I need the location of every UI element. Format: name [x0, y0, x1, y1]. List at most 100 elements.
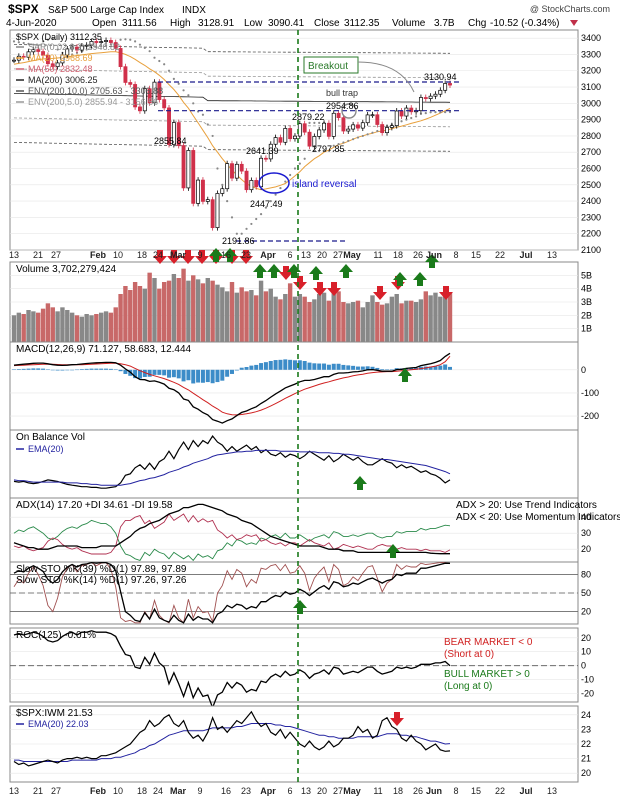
adx-title: ADX(14) 17.20 +DI 34.61 -DI 19.58 — [16, 500, 173, 511]
x-axis-tick-label: Mar — [170, 250, 187, 260]
ratio-y-tick-label: 20 — [581, 768, 591, 778]
price-candle — [409, 107, 414, 113]
obv-panel — [9, 429, 579, 499]
macd-signal-line — [13, 355, 451, 416]
volume-buy-arrow — [339, 264, 353, 278]
volume-bar — [166, 280, 172, 342]
x-axis-tick-label: Feb — [90, 786, 107, 796]
price-sar-dot — [216, 167, 219, 170]
volume-bar — [312, 299, 317, 342]
price-candle — [191, 150, 196, 204]
adx-line — [13, 503, 450, 555]
volume-bar — [307, 302, 312, 342]
x-axis-middle: 13 21 27 Feb 10 18 24 Mar 9 16 23 Apr 6 13 20 27 May 11 18… — [9, 250, 557, 260]
volume-bar — [210, 280, 215, 342]
volume-bar — [336, 291, 341, 342]
volume-y-tick-label: 4B — [581, 284, 592, 294]
macd-histogram-bar — [263, 362, 268, 370]
price-candle — [404, 107, 409, 117]
credit: @ StockCharts.com — [530, 4, 610, 14]
price-candle — [45, 54, 50, 65]
ratio-ema-line — [14, 723, 451, 762]
adx-y-tick-label: 20 — [581, 544, 591, 554]
x-axis-tick-label: 15 — [471, 786, 481, 796]
adx-panel — [9, 497, 579, 563]
price-level-label: 2447.49 — [250, 199, 283, 209]
volume-bar — [55, 311, 60, 342]
volume-bar — [370, 295, 375, 342]
quote-date: 4-Jun-2020 — [6, 18, 57, 29]
price-candle — [225, 163, 230, 190]
price-sar-dot — [448, 110, 452, 114]
price-sar-dot — [259, 213, 263, 216]
price-y-tick-label: 3100 — [581, 82, 601, 92]
price-candle — [380, 124, 385, 134]
price-candle — [75, 46, 79, 51]
price-candle — [249, 180, 254, 191]
macd-histogram-bar — [448, 366, 452, 370]
macd-histogram-bar — [428, 366, 433, 370]
price-candle — [147, 88, 152, 104]
price-sar-dot — [172, 77, 175, 80]
macd-histogram-bar — [433, 366, 438, 370]
price-sar-dot — [138, 43, 142, 46]
price-sar-dot — [230, 216, 234, 219]
price-sar-dot — [153, 56, 156, 59]
roc-panel — [9, 627, 579, 703]
breakout-box — [303, 56, 359, 74]
price-sar-dot — [143, 46, 146, 50]
price-sar-dot — [221, 183, 224, 186]
price-y-tick-label: 3400 — [581, 33, 601, 43]
volume-buy-arrow — [309, 266, 323, 280]
price-sar-dot — [104, 44, 108, 47]
x-axis-tick-label: 8 — [453, 250, 458, 260]
price-sar-dot — [434, 111, 437, 114]
x-axis-tick-label: 13 — [547, 250, 557, 260]
price-sar-dot — [400, 120, 403, 123]
price-candle — [215, 193, 220, 229]
volume-bar — [244, 291, 249, 342]
price-title: $SPX (Daily) 3112.35 — [16, 32, 102, 42]
price-candle — [288, 128, 293, 140]
macd-histogram-bar — [162, 369, 167, 376]
price-y-tick-label: 2400 — [581, 196, 601, 206]
price-sar-dot — [284, 180, 287, 183]
price-candle — [341, 117, 346, 132]
macd-histogram-bar — [365, 366, 370, 370]
macd-histogram-bar — [312, 363, 317, 370]
price-sar-dot — [17, 41, 20, 44]
x-axis-tick-label: 16 — [221, 786, 231, 796]
volume-bar — [399, 303, 404, 342]
roc-note-bull-sub: (Long at 0) — [444, 681, 492, 692]
volume-bar — [31, 311, 36, 342]
x-axis-tick-label: 13 — [9, 250, 19, 260]
sto-y-tick-label: 50 — [581, 588, 591, 598]
macd-histogram-bar — [26, 368, 31, 370]
volume-sell-arrow — [279, 266, 293, 280]
adx-note-trend: ADX > 20: Use Trend Indicators — [456, 500, 597, 511]
price-panel — [9, 29, 579, 251]
price-candle — [385, 127, 389, 134]
volume-bar — [341, 302, 346, 342]
open-label: Open — [92, 18, 116, 29]
price-y-tick-label: 2100 — [581, 245, 601, 255]
x-axis-tick-label: 13 — [547, 786, 557, 796]
price-candle — [55, 62, 60, 68]
x-axis-tick-label: 10 — [113, 786, 123, 796]
macd-y-tick-label: -100 — [581, 388, 599, 398]
macd-histogram-bar — [249, 365, 254, 370]
price-sar-dot — [269, 200, 272, 203]
volume-bar — [21, 314, 26, 342]
price-candle — [21, 55, 26, 58]
price-candle — [428, 95, 433, 99]
x-axis-tick-label: 26 — [413, 250, 423, 260]
adx-buy-arrow — [386, 544, 400, 558]
volume-bar — [186, 280, 191, 342]
price-candle — [244, 170, 249, 191]
price-sar-dot — [85, 48, 88, 51]
price-candle — [438, 89, 443, 95]
price-legend-label: MA(200) 3006.25 — [28, 75, 98, 85]
chart-panels: 2100220023002400250026002700280029003000… — [9, 29, 620, 783]
ratio-y-tick-label: 24 — [581, 710, 591, 720]
volume-sell-arrow — [167, 250, 181, 264]
